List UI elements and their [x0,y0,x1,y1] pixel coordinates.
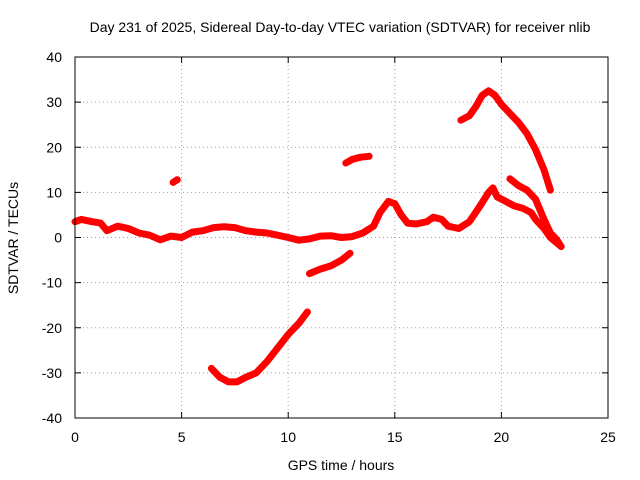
series-minus-eight-trace [306,249,354,278]
y-tick-label-20: 20 [46,139,62,155]
y-axis-label: SDTVAR / TECUs [5,182,21,294]
y-tick-label-40: 40 [46,49,62,65]
chart-title: Day 231 of 2025, Sidereal Day-to-day VTE… [90,19,591,35]
y-tick-label--10: -10 [42,275,62,291]
series-deep-negative-trace [207,308,311,386]
series-layer [71,87,565,386]
y-tick-label--20: -20 [42,320,62,336]
y-tick-label-0: 0 [54,230,62,246]
y-tick-label-10: 10 [46,184,62,200]
series-upper-right-trace [457,87,554,194]
x-tick-label-25: 25 [600,429,616,445]
y-tick-label-30: 30 [46,94,62,110]
series-lower-right-trace [506,175,565,250]
series-isolated-point-trace [169,176,181,186]
y-tick-label--40: -40 [42,410,62,426]
x-tick-label-10: 10 [280,429,296,445]
x-tick-label-0: 0 [71,429,79,445]
series-plus-eighteen-trace [342,152,373,167]
y-tick-label--30: -30 [42,365,62,381]
x-tick-label-20: 20 [494,429,510,445]
series-main-trace [71,184,565,250]
x-tick-label-5: 5 [178,429,186,445]
x-axis-label: GPS time / hours [288,457,395,473]
tick-layer: 0 5 10 15 20 25 -40 -30 -20 -10 0 10 20 30 40 [42,49,616,445]
x-tick-label-15: 15 [387,429,403,445]
